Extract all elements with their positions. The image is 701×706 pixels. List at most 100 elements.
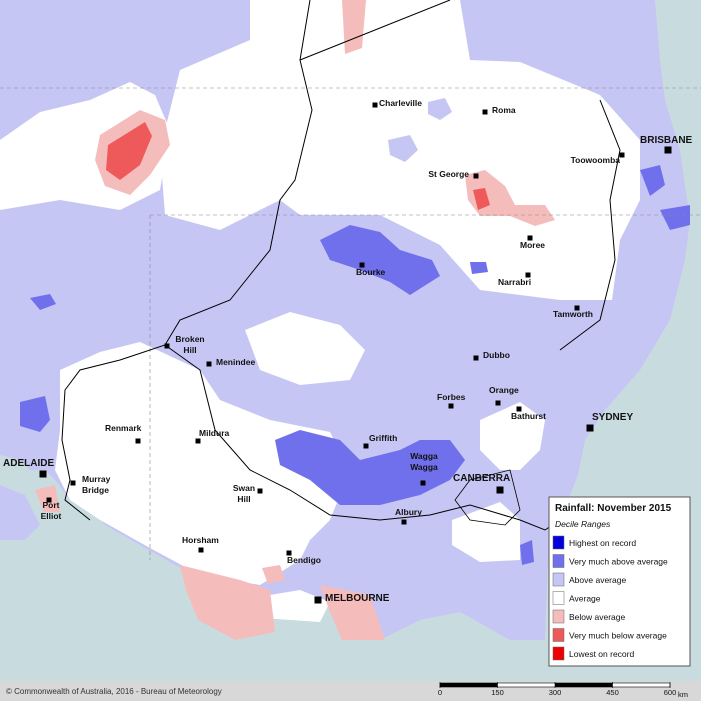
region bbox=[465, 170, 555, 226]
town-marker bbox=[527, 235, 533, 241]
town-label: Renmark bbox=[105, 423, 142, 433]
town-marker bbox=[619, 152, 625, 158]
legend-label: Highest on record bbox=[569, 538, 636, 548]
region bbox=[520, 540, 534, 565]
state-border bbox=[299, 0, 621, 351]
land bbox=[0, 485, 40, 540]
town-label: Tamworth bbox=[553, 309, 593, 319]
scale-bar: 0 150 300 450 600 km bbox=[438, 682, 688, 699]
town-marker bbox=[473, 355, 479, 361]
region bbox=[275, 430, 465, 505]
town-label: Broken bbox=[175, 334, 204, 344]
town-label: BRISBANE bbox=[640, 135, 693, 146]
town-label: St George bbox=[428, 169, 469, 179]
region bbox=[320, 585, 385, 640]
town-marker bbox=[473, 173, 479, 179]
region bbox=[428, 98, 452, 120]
town-label: Swan bbox=[233, 483, 255, 493]
town-label: Narrabri bbox=[498, 277, 531, 287]
town-marker bbox=[46, 497, 52, 503]
town-label: Bendigo bbox=[287, 555, 321, 565]
town-marker bbox=[448, 403, 454, 409]
town-marker bbox=[363, 443, 369, 449]
region bbox=[20, 396, 50, 432]
town-label: SYDNEY bbox=[592, 412, 633, 423]
region bbox=[320, 225, 440, 295]
town-label: Forbes bbox=[437, 392, 466, 402]
town-label: Wagga bbox=[410, 451, 438, 461]
town-label: ADELAIDE bbox=[3, 458, 54, 469]
scale-label: 600 bbox=[664, 688, 677, 697]
region bbox=[452, 502, 520, 562]
legend-swatch bbox=[552, 591, 565, 605]
town-label: Port bbox=[43, 500, 60, 510]
town-label: Bathurst bbox=[511, 411, 546, 421]
region bbox=[106, 122, 152, 180]
town-marker bbox=[664, 146, 672, 154]
town-marker bbox=[70, 480, 76, 486]
scale-unit: km bbox=[678, 690, 688, 699]
town-marker bbox=[420, 480, 426, 486]
scale-label: 300 bbox=[549, 688, 562, 697]
town-label: Orange bbox=[489, 385, 519, 395]
region bbox=[660, 205, 690, 230]
town-label: Roma bbox=[492, 105, 516, 115]
town-marker bbox=[525, 272, 531, 278]
town-label: Charleville bbox=[379, 98, 422, 108]
town-marker bbox=[574, 305, 580, 311]
legend-swatch bbox=[552, 554, 565, 568]
legend-swatch bbox=[552, 572, 565, 587]
region bbox=[30, 294, 56, 310]
region bbox=[480, 402, 545, 470]
grid-line bbox=[0, 87, 701, 560]
town-label: Hill bbox=[237, 494, 250, 504]
town-marker bbox=[516, 406, 522, 412]
state-border bbox=[164, 344, 561, 531]
town-marker bbox=[586, 424, 594, 432]
town-label: Menindee bbox=[216, 357, 255, 367]
legend-subtitle: Decile Ranges bbox=[555, 519, 611, 529]
scale-label: 150 bbox=[491, 688, 504, 697]
towns: Charleville Roma BRISBANE Toowoomba St Georg… bbox=[3, 98, 693, 604]
region bbox=[262, 565, 285, 584]
region bbox=[470, 262, 488, 274]
town-label: Murray bbox=[82, 474, 111, 484]
town-marker bbox=[135, 438, 141, 444]
town-marker bbox=[372, 102, 378, 108]
town-label: Griffith bbox=[369, 433, 397, 443]
legend: Rainfall: November 2015 Decile Ranges Hi… bbox=[548, 496, 691, 667]
town-label: Mildura bbox=[199, 428, 229, 438]
town-label: Bourke bbox=[356, 267, 386, 277]
scale-label: 0 bbox=[438, 688, 442, 697]
town-marker bbox=[164, 343, 170, 349]
town-marker bbox=[359, 262, 365, 268]
town-marker bbox=[314, 596, 322, 604]
legend-label: Very much above average bbox=[569, 557, 668, 567]
town-label: Hill bbox=[183, 345, 196, 355]
town-label: Wagga bbox=[410, 462, 438, 472]
legend-items: Highest on record Very much above average… bbox=[552, 535, 668, 661]
town-marker bbox=[496, 486, 504, 494]
town-label: Horsham bbox=[182, 535, 219, 545]
legend-label: Very much below average bbox=[569, 631, 667, 641]
town-label: Moree bbox=[520, 240, 545, 250]
legend-title: Rainfall: November 2015 bbox=[555, 503, 672, 514]
town-marker bbox=[257, 488, 263, 494]
regions bbox=[0, 0, 690, 640]
town-marker bbox=[482, 109, 488, 115]
town-marker bbox=[206, 361, 212, 367]
town-label: Albury bbox=[395, 507, 422, 517]
town-marker bbox=[495, 400, 501, 406]
region bbox=[245, 312, 365, 385]
legend-label: Lowest on record bbox=[569, 649, 634, 659]
state-border bbox=[61, 0, 313, 521]
copyright: © Commonwealth of Australia, 2016 - Bure… bbox=[6, 687, 222, 696]
town-marker bbox=[39, 470, 47, 478]
legend-label: Below average bbox=[569, 612, 626, 622]
scale-segment bbox=[440, 683, 498, 687]
region bbox=[388, 135, 418, 162]
town-marker bbox=[195, 438, 201, 444]
legend-swatch bbox=[552, 535, 565, 550]
region bbox=[473, 188, 490, 210]
